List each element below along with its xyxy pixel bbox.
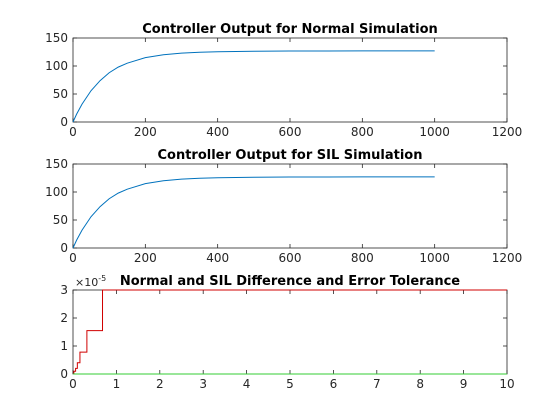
x-tick-label: 800 bbox=[351, 251, 374, 265]
x-tick-label: 6 bbox=[330, 377, 338, 391]
y-exponent-label: ×10-5 bbox=[75, 274, 106, 289]
y-tick-label: 150 bbox=[45, 157, 68, 171]
chart-title: Controller Output for Normal Simulation bbox=[142, 22, 438, 37]
x-tick-label: 1200 bbox=[492, 251, 523, 265]
axes-box bbox=[72, 37, 508, 123]
y-tick-label: 100 bbox=[45, 59, 68, 73]
y-tick-label: 2 bbox=[60, 311, 68, 325]
x-tick-label: 1 bbox=[113, 377, 121, 391]
x-tick-label: 200 bbox=[134, 251, 157, 265]
x-tick-label: 9 bbox=[460, 377, 468, 391]
x-tick-label: 0 bbox=[69, 251, 77, 265]
x-tick-label: 600 bbox=[279, 251, 302, 265]
axes-box bbox=[72, 289, 508, 375]
y-tick-label: 0 bbox=[60, 367, 68, 381]
y-tick-label: 100 bbox=[45, 185, 68, 199]
y-tick-label: 150 bbox=[45, 31, 68, 45]
x-tick-label: 4 bbox=[243, 377, 251, 391]
y-tick-label: 1 bbox=[60, 339, 68, 353]
y-tick-label: 50 bbox=[53, 87, 68, 101]
x-tick-label: 400 bbox=[206, 251, 229, 265]
x-tick-label: 2 bbox=[156, 377, 164, 391]
y-tick-label: 50 bbox=[53, 213, 68, 227]
plot-normal-simulation: 0 200 400 600 800 1000 1200 0 50 100 150 Controller… bbox=[45, 22, 522, 139]
x-tick-label: 10 bbox=[499, 377, 514, 391]
series-line-0 bbox=[72, 50, 435, 123]
x-tick-label: 7 bbox=[373, 377, 381, 391]
x-tick-label: 0 bbox=[69, 377, 77, 391]
series-line-0 bbox=[72, 176, 435, 249]
x-tick-label: 5 bbox=[286, 377, 294, 391]
y-tick-label: 0 bbox=[60, 241, 68, 255]
y-tick-label: 0 bbox=[60, 115, 68, 129]
x-tick-label: 1000 bbox=[419, 125, 450, 139]
chart-title: Controller Output for SIL Simulation bbox=[157, 148, 422, 163]
x-tick-label: 8 bbox=[416, 377, 424, 391]
plot-sil-simulation: 0 200 400 600 800 1000 1200 0 50 100 150 Controller… bbox=[45, 148, 522, 265]
x-tick-label: 1000 bbox=[419, 251, 450, 265]
series-line-0 bbox=[73, 289, 507, 375]
y-tick-label: 3 bbox=[60, 283, 68, 297]
x-tick-label: 400 bbox=[206, 125, 229, 139]
x-tick-label: 600 bbox=[279, 125, 302, 139]
x-tick-label: 800 bbox=[351, 125, 374, 139]
axes-box bbox=[72, 163, 508, 249]
x-tick-label: 200 bbox=[134, 125, 157, 139]
chart-title: Normal and SIL Difference and Error Tole… bbox=[120, 274, 460, 289]
x-tick-label: 1200 bbox=[492, 125, 523, 139]
x-tick-label: 3 bbox=[199, 377, 207, 391]
x-tick-label: 0 bbox=[69, 125, 77, 139]
plot-difference-tolerance: 0 1 2 3 4 5 6 7 8 9 10 0 1 2 3 ×10-5 Normal and SIL Diff… bbox=[60, 274, 514, 391]
